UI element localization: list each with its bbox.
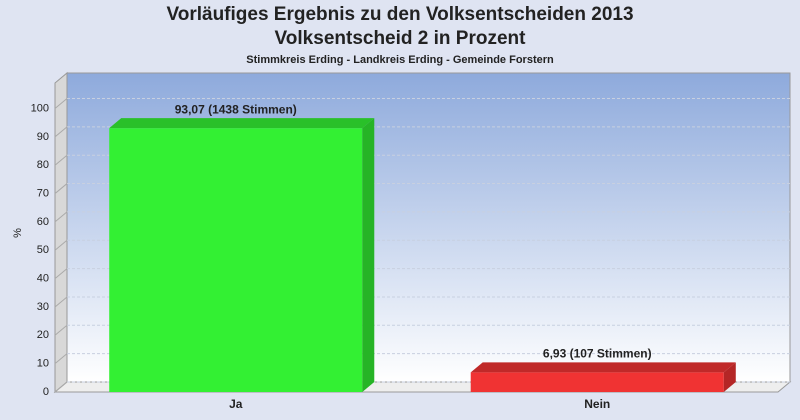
side-wall [54, 71, 68, 394]
bar [470, 372, 724, 392]
bar-side [362, 118, 375, 392]
x-tick-label: Ja [229, 397, 243, 411]
grid-line [54, 268, 68, 279]
y-tick-label: 40 [37, 273, 49, 285]
chart-title: Vorläufiges Ergebnis zu den Volksentsche… [166, 4, 633, 25]
y-tick-label: 20 [37, 329, 49, 341]
grid-line [54, 211, 68, 223]
y-tick-label: 80 [37, 159, 49, 171]
grid-line [54, 183, 68, 194]
y-tick-label: 50 [37, 244, 49, 256]
y-tick-label: 0 [43, 386, 49, 398]
y-tick-label: 10 [37, 358, 49, 370]
bar-top [109, 118, 375, 129]
grid-line [54, 324, 68, 336]
chart-title: Volksentscheid 2 in Prozent [275, 28, 527, 49]
value-label: 93,07 (1438 Stimmen) [175, 102, 297, 116]
bar-side [723, 362, 736, 392]
y-tick-label: 90 [37, 131, 49, 143]
y-tick-label: 100 [31, 102, 49, 114]
bar [109, 128, 363, 392]
grid-line [54, 296, 68, 308]
grid-line [54, 98, 68, 109]
y-axis-label: % [12, 228, 24, 238]
grid-line [54, 154, 68, 166]
grid-line [54, 126, 68, 138]
grid-line [54, 381, 68, 393]
bar-top [470, 362, 736, 373]
chart-subtitle: Stimmkreis Erding - Landkreis Erding - G… [246, 54, 554, 66]
y-tick-label: 30 [37, 301, 49, 313]
grid-line [54, 239, 68, 251]
x-tick-label: Nein [584, 397, 610, 411]
value-label: 6,93 (107 Stimmen) [543, 347, 652, 361]
y-tick-label: 70 [37, 187, 49, 199]
y-tick-label: 60 [37, 216, 49, 228]
grid-line [54, 353, 68, 365]
